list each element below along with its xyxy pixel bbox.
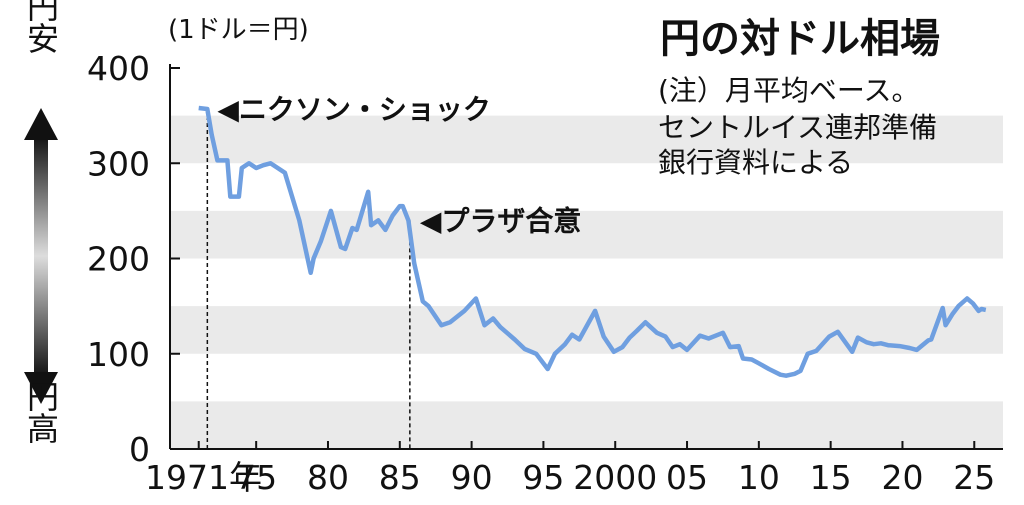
arrow-head-up — [24, 108, 58, 140]
x-tick-label: 1971年 — [145, 458, 262, 497]
arrow-shaft — [34, 135, 48, 377]
y-tick-label: 100 — [87, 335, 150, 374]
x-tick-label: 75 — [235, 458, 277, 497]
note: (注）月平均ベース。 — [658, 74, 920, 107]
bands — [170, 115, 1003, 449]
x-tick-label: 95 — [522, 458, 564, 497]
note: 銀行資料による — [658, 146, 853, 179]
x-tick-label: 85 — [379, 458, 421, 497]
band — [170, 210, 1003, 259]
line — [198, 105, 987, 378]
unit-label: (1ドル＝円) — [168, 15, 309, 45]
x-tick-label: 90 — [451, 458, 493, 497]
x-tick-label: 80 — [307, 458, 349, 497]
x-tick-label: 15 — [810, 458, 852, 497]
band — [170, 401, 1003, 449]
x-tick-label: 2000 — [573, 458, 657, 497]
annotation: ◀ニクソン・ショック — [217, 93, 491, 126]
y-tick-label: 200 — [87, 240, 150, 279]
note: セントルイス連邦準備 — [658, 111, 937, 144]
y-tick-label: 300 — [87, 144, 150, 183]
band — [170, 115, 1003, 164]
y-label-top: 円安 — [22, 0, 60, 54]
x-tick-label: 10 — [738, 458, 780, 497]
arrow-head-down — [24, 372, 58, 404]
y-tick-label: 400 — [87, 49, 150, 88]
y-label-bottom: 円高 — [22, 380, 60, 444]
y-tick-label: 0 — [129, 430, 150, 469]
x-tick-label: 20 — [881, 458, 923, 497]
x-tick-label: 25 — [953, 458, 995, 497]
x-tick-label: 05 — [666, 458, 708, 497]
annotation: ◀プラザ合意 — [420, 204, 582, 237]
chart-title: 円の対ドル相場 — [660, 16, 940, 62]
